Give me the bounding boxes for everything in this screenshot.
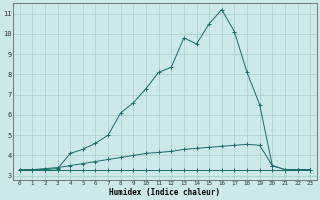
- X-axis label: Humidex (Indice chaleur): Humidex (Indice chaleur): [109, 188, 220, 197]
